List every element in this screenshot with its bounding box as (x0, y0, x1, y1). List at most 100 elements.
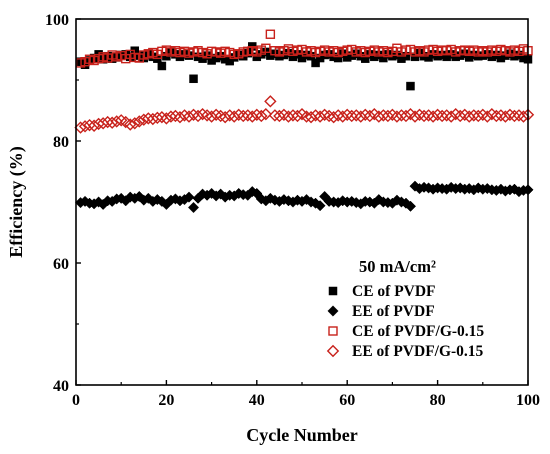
data-point (508, 109, 521, 123)
data-point (413, 108, 426, 121)
data-point (444, 110, 458, 123)
data-point (490, 109, 503, 123)
data-point (327, 111, 340, 124)
data-point (377, 109, 390, 122)
data-point (137, 113, 150, 126)
legend-marker (327, 305, 339, 317)
data-point (512, 109, 526, 122)
data-point (431, 108, 444, 121)
data-point (228, 110, 241, 123)
data-point (408, 110, 422, 123)
data-point (359, 108, 372, 121)
data-point (205, 110, 218, 123)
series-3 (75, 29, 533, 68)
data-point (406, 81, 415, 91)
data-point (87, 119, 101, 132)
data-point (422, 109, 435, 122)
data-point (259, 107, 273, 121)
data-point (96, 117, 110, 130)
data-point (178, 109, 191, 122)
data-point (454, 109, 467, 123)
legend-label: EE of PVDF/G-0.15 (352, 343, 484, 360)
legend-label: CE of PVDF (352, 283, 436, 300)
data-point (354, 110, 367, 123)
data-point (133, 115, 146, 128)
data-point (261, 43, 271, 53)
data-point (341, 108, 354, 121)
data-point (78, 120, 92, 133)
data-point (499, 110, 512, 123)
data-point (291, 109, 304, 123)
data-point (268, 109, 282, 122)
data-point (372, 110, 386, 123)
data-point (503, 108, 517, 121)
data-point (417, 109, 431, 123)
data-point (472, 109, 485, 123)
data-point (133, 190, 145, 203)
x-tick-label: 40 (249, 392, 265, 409)
data-point (311, 58, 320, 68)
data-point (273, 109, 286, 123)
legend-label: EE of PVDF (352, 303, 435, 320)
data-point (322, 109, 336, 123)
x-tick-label: 60 (339, 392, 355, 409)
data-point (246, 110, 259, 123)
data-point (200, 109, 214, 122)
data-point (494, 109, 508, 122)
data-point (110, 115, 123, 128)
data-point (187, 201, 200, 214)
data-point (155, 111, 169, 124)
data-point (282, 110, 295, 123)
data-point (250, 108, 263, 121)
legend-marker (326, 344, 340, 358)
data-point (157, 61, 167, 71)
legend-marker (328, 326, 338, 336)
legend-label: CE of PVDF/G-0.15 (352, 323, 484, 340)
x-axis: 0 20 40 60 80 100 (72, 380, 540, 409)
data-point (124, 118, 137, 131)
data-point (304, 111, 318, 124)
data-point (151, 111, 164, 125)
x-tick-label: 20 (158, 392, 174, 409)
data-point (336, 110, 349, 123)
data-point (101, 115, 114, 129)
x-tick-label: 80 (430, 392, 446, 409)
data-point (517, 110, 530, 123)
x-tick-label: 100 (516, 392, 540, 409)
data-point (209, 108, 223, 121)
y-tick-label: 60 (53, 256, 69, 273)
current-density-annotation: 50 mA/cm² (359, 257, 436, 276)
x-axis-label: Cycle Number (246, 425, 357, 445)
data-point (481, 110, 494, 123)
data-point (196, 107, 209, 121)
data-markers (74, 29, 535, 214)
series-2 (74, 180, 534, 214)
data-point (331, 109, 345, 122)
data-point (399, 109, 413, 123)
data-point (160, 112, 173, 125)
data-point (264, 95, 277, 108)
data-point (265, 29, 276, 39)
data-point (345, 109, 358, 123)
x-tick-label: 0 (72, 392, 80, 409)
data-point (169, 109, 182, 123)
data-point (182, 110, 196, 123)
data-point (435, 109, 449, 123)
y-axis: 40 60 80 100 (45, 12, 81, 395)
data-point (191, 109, 205, 123)
y-tick-label: 40 (53, 378, 69, 395)
data-point (390, 110, 404, 123)
y-tick-label: 100 (45, 12, 69, 29)
data-point (237, 109, 250, 123)
data-point (189, 74, 198, 84)
data-point (381, 109, 395, 123)
data-point (313, 110, 327, 123)
data-point (309, 109, 322, 122)
legend-marker (328, 286, 338, 296)
series-4 (74, 95, 535, 134)
data-point (183, 191, 195, 203)
data-point (173, 111, 187, 124)
data-point (105, 116, 119, 129)
data-point (363, 109, 376, 123)
